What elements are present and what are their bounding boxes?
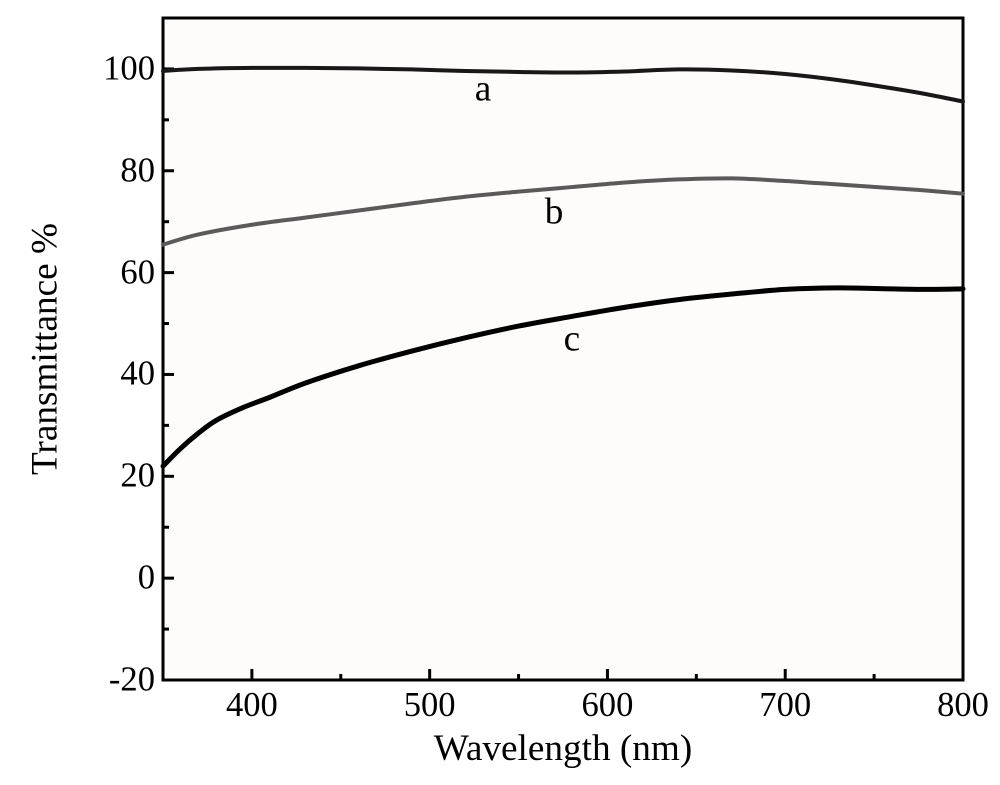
- series-label-a: a: [475, 68, 492, 111]
- series-label-c: c: [564, 317, 581, 360]
- x-tick-label: 400: [226, 686, 278, 725]
- y-tick-label: 100: [103, 49, 155, 88]
- x-tick-label: 700: [759, 686, 811, 725]
- series-label-b: b: [545, 190, 564, 233]
- y-axis-title: Transmittance %: [24, 223, 67, 475]
- series-a: [163, 68, 963, 102]
- y-tick-label: 40: [120, 355, 155, 394]
- y-tick-label: -20: [109, 661, 155, 700]
- y-tick-label: 20: [120, 457, 155, 496]
- transmittance-line-chart: Transmittance % Wavelength (nm) 40050060…: [0, 0, 1000, 785]
- y-tick-label: 0: [138, 559, 155, 598]
- x-tick-label: 600: [582, 686, 634, 725]
- series-c: [163, 288, 963, 466]
- x-axis-title: Wavelength (nm): [434, 727, 693, 770]
- y-tick-label: 80: [120, 151, 155, 190]
- x-tick-label: 800: [937, 686, 989, 725]
- y-tick-label: 60: [120, 253, 155, 292]
- x-tick-label: 500: [404, 686, 456, 725]
